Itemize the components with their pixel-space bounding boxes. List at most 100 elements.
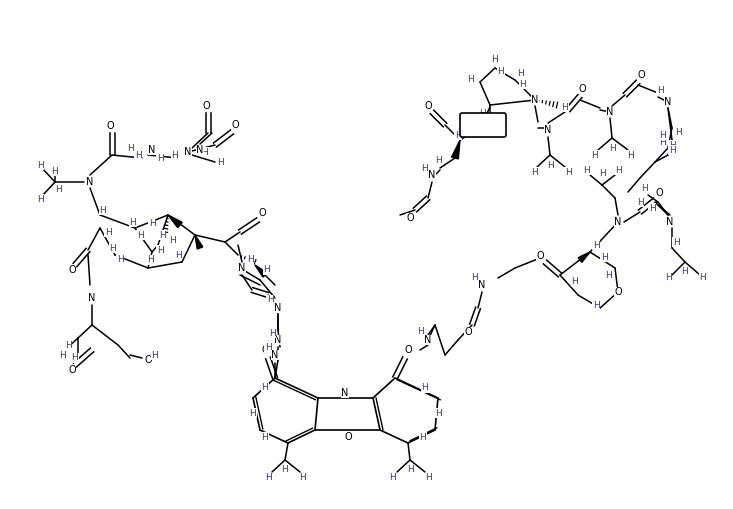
Text: H: H xyxy=(169,236,175,244)
Text: H: H xyxy=(572,277,578,287)
Polygon shape xyxy=(578,252,590,262)
Text: H: H xyxy=(471,273,479,282)
Text: H: H xyxy=(592,300,600,309)
Text: H: H xyxy=(592,240,600,249)
Text: N: N xyxy=(271,350,279,360)
Text: H: H xyxy=(250,409,257,417)
Text: H: H xyxy=(454,130,461,139)
Text: H: H xyxy=(37,160,43,169)
Text: H: H xyxy=(421,163,428,173)
Text: H: H xyxy=(531,167,537,177)
Text: H: H xyxy=(649,204,655,212)
Text: H: H xyxy=(435,409,441,417)
Text: H: H xyxy=(407,466,413,474)
Text: H: H xyxy=(682,268,688,276)
Text: O: O xyxy=(261,345,269,355)
Text: H: H xyxy=(262,433,268,441)
Text: H: H xyxy=(615,165,622,175)
Text: H: H xyxy=(268,328,276,337)
Text: H: H xyxy=(157,245,163,254)
Text: H: H xyxy=(465,126,471,134)
Text: H: H xyxy=(419,433,427,441)
Text: H: H xyxy=(665,273,671,282)
Text: H: H xyxy=(416,327,424,336)
Text: H: H xyxy=(498,67,504,75)
Text: H: H xyxy=(55,184,62,193)
Text: N: N xyxy=(274,335,281,345)
Text: Abs: Abs xyxy=(474,120,493,130)
Text: H: H xyxy=(520,79,526,89)
Text: O: O xyxy=(614,287,622,297)
Text: H: H xyxy=(136,231,144,240)
Text: H: H xyxy=(117,256,123,265)
Text: O: O xyxy=(68,265,75,275)
Text: H: H xyxy=(605,270,611,279)
Text: H: H xyxy=(110,243,117,252)
Text: H: H xyxy=(659,130,666,139)
Text: H: H xyxy=(637,197,644,207)
Text: H: H xyxy=(583,165,590,175)
Text: O: O xyxy=(655,188,663,198)
Text: H: H xyxy=(265,473,273,483)
Text: H: H xyxy=(59,351,65,359)
Text: H: H xyxy=(674,127,682,136)
Text: H: H xyxy=(592,151,598,159)
Text: H: H xyxy=(51,166,59,176)
Text: H: H xyxy=(699,273,707,282)
Polygon shape xyxy=(452,140,460,159)
Text: H: H xyxy=(424,473,432,483)
Text: O: O xyxy=(144,355,152,365)
Text: H: H xyxy=(657,86,663,95)
Text: H: H xyxy=(564,167,572,177)
Text: O: O xyxy=(578,84,586,94)
Text: N: N xyxy=(86,177,94,187)
Text: H: H xyxy=(264,266,270,274)
Text: N: N xyxy=(666,217,674,227)
Text: H: H xyxy=(421,383,428,392)
Text: O: O xyxy=(68,365,75,375)
Text: N: N xyxy=(184,147,192,157)
Text: H: H xyxy=(158,231,166,240)
Text: N: N xyxy=(274,303,281,313)
Text: N: N xyxy=(88,293,96,303)
Text: H: H xyxy=(600,252,608,262)
Text: N: N xyxy=(479,280,486,290)
Polygon shape xyxy=(168,215,183,228)
Text: H: H xyxy=(149,218,155,228)
Text: H: H xyxy=(157,154,163,162)
Text: H: H xyxy=(37,194,43,204)
Text: O: O xyxy=(406,213,414,223)
Text: N: N xyxy=(545,125,552,135)
Text: H: H xyxy=(100,206,106,214)
FancyBboxPatch shape xyxy=(460,113,506,137)
Text: N: N xyxy=(148,145,155,155)
Text: H: H xyxy=(668,140,675,150)
Text: H: H xyxy=(673,238,679,246)
Text: O: O xyxy=(258,208,266,218)
Text: H: H xyxy=(468,74,474,83)
Text: O: O xyxy=(345,432,352,442)
Text: H: H xyxy=(435,156,441,164)
Text: H: H xyxy=(599,168,605,178)
Text: O: O xyxy=(536,251,544,261)
Text: H: H xyxy=(172,151,178,159)
Text: O: O xyxy=(106,121,114,131)
Text: H: H xyxy=(517,69,524,77)
Text: O: O xyxy=(464,327,472,337)
Text: H: H xyxy=(668,146,675,155)
Polygon shape xyxy=(195,235,203,249)
Text: H: H xyxy=(127,144,133,153)
Text: H: H xyxy=(281,466,288,474)
Text: N: N xyxy=(428,170,435,180)
Text: H: H xyxy=(152,351,158,359)
Text: H: H xyxy=(135,151,141,159)
Text: H: H xyxy=(65,341,71,350)
Text: H: H xyxy=(492,54,498,64)
Text: H: H xyxy=(267,296,273,304)
Text: H: H xyxy=(390,473,397,483)
Text: O: O xyxy=(202,101,210,111)
Text: H: H xyxy=(479,108,485,118)
Text: O: O xyxy=(424,101,432,111)
Text: H: H xyxy=(147,256,153,265)
Text: N: N xyxy=(614,217,622,227)
